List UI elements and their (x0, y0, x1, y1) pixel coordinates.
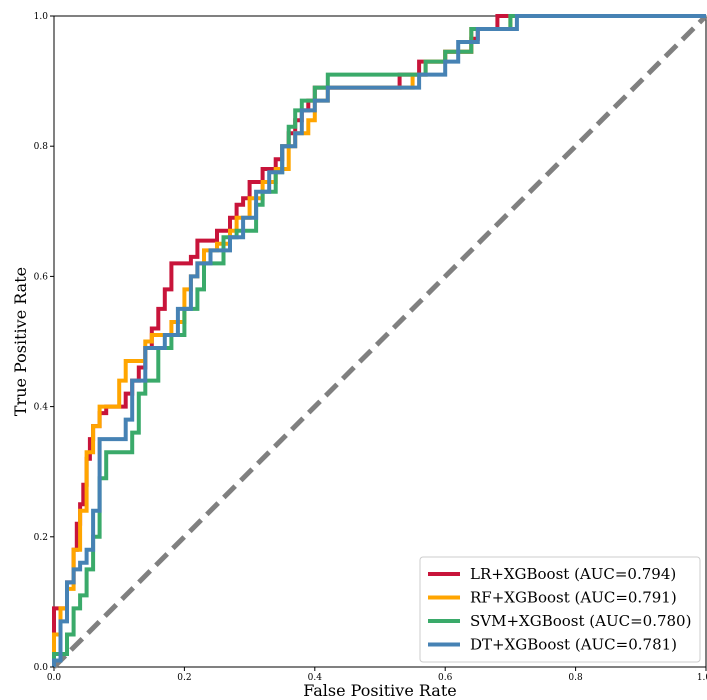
legend-label-3: SVM+XGBoost (AUC=0.780) (470, 612, 691, 630)
legend: LR+XGBoost (AUC=0.794) RF+XGBoost (AUC=0.… (419, 556, 701, 663)
x-tick-label: 0.4 (308, 673, 323, 683)
series-layer (52, 14, 706, 667)
y-axis-title: True Positive Rate (11, 267, 30, 416)
x-tick-label: 1.0 (697, 673, 707, 683)
y-tick-label: 0.6 (34, 272, 49, 282)
y-tick-label: 0.0 (34, 663, 49, 673)
y-axis-ticks: 0.0 0.2 0.4 0.6 0.8 1.0 (34, 12, 54, 673)
x-tick-label: 0.6 (438, 673, 453, 683)
plot-frame (53, 15, 707, 668)
x-tick-label: 0.8 (568, 673, 583, 683)
y-tick-label: 0.8 (34, 142, 49, 152)
legend-box (419, 556, 701, 663)
roc-curve-series-4 (52, 14, 706, 667)
legend-label-2: RF+XGBoost (AUC=0.791) (470, 589, 677, 607)
legend-label-1: LR+XGBoost (AUC=0.794) (470, 565, 676, 583)
x-tick-label: 0.0 (47, 673, 62, 683)
y-tick-label: 1.0 (34, 12, 49, 22)
plot-area (52, 14, 707, 669)
x-axis-ticks: 0.0 0.2 0.4 0.6 0.8 1.0 (47, 667, 707, 683)
y-tick-label: 0.2 (34, 533, 48, 543)
roc-curve-series-3 (52, 14, 706, 667)
x-tick-label: 0.2 (177, 673, 191, 683)
y-tick-label: 0.4 (34, 403, 49, 413)
chance-diagonal-line (52, 14, 707, 669)
x-axis-title: False Positive Rate (303, 681, 457, 700)
legend-label-4: DT+XGBoost (AUC=0.781) (470, 636, 677, 654)
